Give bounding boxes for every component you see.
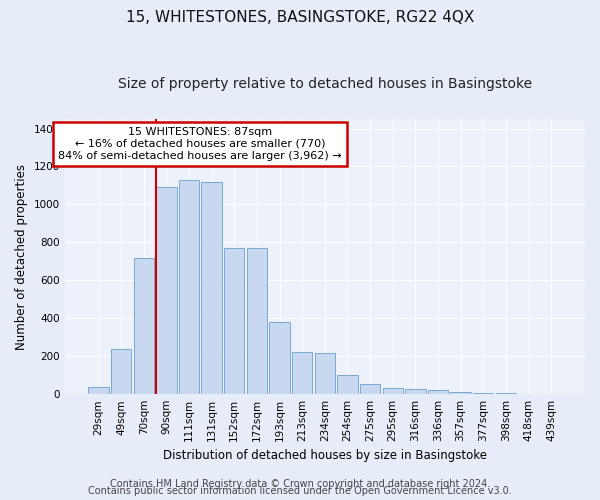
Bar	[111, 348, 131, 394]
Y-axis label: Number of detached properties: Number of detached properties	[15, 164, 28, 350]
Bar	[156, 188, 176, 394]
Text: Contains public sector information licensed under the Open Government Licence v3: Contains public sector information licen…	[88, 486, 512, 496]
Bar	[202, 182, 222, 394]
Bar	[88, 386, 109, 394]
Text: 15 WHITESTONES: 87sqm
← 16% of detached houses are smaller (770)
84% of semi-det: 15 WHITESTONES: 87sqm ← 16% of detached …	[58, 128, 342, 160]
Text: 15, WHITESTONES, BASINGSTOKE, RG22 4QX: 15, WHITESTONES, BASINGSTOKE, RG22 4QX	[126, 10, 474, 25]
Bar	[269, 322, 290, 394]
Title: Size of property relative to detached houses in Basingstoke: Size of property relative to detached ho…	[118, 78, 532, 92]
Text: Contains HM Land Registry data © Crown copyright and database right 2024.: Contains HM Land Registry data © Crown c…	[110, 479, 490, 489]
Bar	[337, 375, 358, 394]
Bar	[360, 384, 380, 394]
Bar	[292, 352, 313, 394]
Bar	[496, 393, 516, 394]
Bar	[134, 258, 154, 394]
Bar	[224, 248, 244, 394]
Bar	[247, 248, 267, 394]
Bar	[405, 390, 425, 394]
Bar	[179, 180, 199, 394]
Bar	[314, 354, 335, 394]
Bar	[473, 392, 493, 394]
X-axis label: Distribution of detached houses by size in Basingstoke: Distribution of detached houses by size …	[163, 450, 487, 462]
Bar	[383, 388, 403, 394]
Bar	[428, 390, 448, 394]
Bar	[451, 392, 471, 394]
